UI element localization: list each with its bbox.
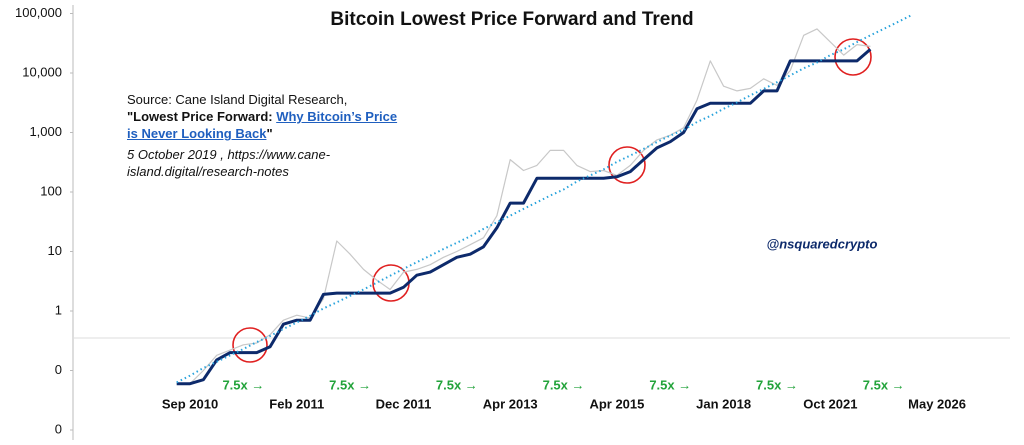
y-tick-label: 0 (55, 362, 62, 377)
source-quote: "Lowest Price Forward: (127, 109, 277, 124)
watermark: @nsquaredcrypto (767, 236, 878, 251)
interval-label: 7.5x → (543, 377, 585, 392)
source-url: island.digital/research-notes (127, 164, 289, 179)
x-tick-label: Dec 2011 (376, 396, 432, 411)
x-tick-label: Apr 2013 (483, 396, 538, 411)
chart-title: Bitcoin Lowest Price Forward and Trend (330, 9, 693, 30)
series-line (176, 48, 872, 386)
interval-label: 7.5x → (222, 377, 264, 392)
interval-label: 7.5x → (863, 377, 905, 392)
interval-label: 7.5x → (756, 377, 798, 392)
interval-label: 7.5x → (436, 377, 478, 392)
y-tick-label: 100,000 (15, 5, 62, 20)
highlight-circle (232, 327, 268, 363)
y-tick-label: 0 (55, 421, 62, 436)
y-tick-label: 1 (55, 302, 62, 317)
y-tick-label: 100 (40, 183, 62, 198)
source-quote: " (266, 126, 273, 141)
source-date: 5 October 2019 , https://www.cane- (127, 147, 331, 162)
x-tick-label: Jan 2018 (696, 396, 751, 411)
highlight-circles (232, 38, 872, 363)
highlight-circle (372, 264, 410, 302)
x-tick-label: Oct 2021 (803, 396, 857, 411)
y-tick-label: 10 (48, 243, 62, 258)
highlight-circle (834, 38, 872, 76)
source-line: Source: Cane Island Digital Research, (127, 92, 348, 107)
source-link[interactable]: Why Bitcoin’s Price (276, 109, 398, 124)
series-line (176, 28, 871, 385)
y-tick-label: 10,000 (22, 64, 62, 79)
source-link[interactable]: is Never Looking Back (127, 126, 267, 141)
interval-label: 7.5x → (329, 377, 371, 392)
y-tick-label: 1,000 (29, 124, 62, 139)
x-tick-label: Apr 2015 (589, 396, 644, 411)
x-tick-label: May 2026 (908, 396, 966, 411)
x-tick-label: Feb 2011 (269, 396, 324, 411)
source-note: Source: Cane Island Digital Research, "L… (127, 91, 397, 180)
interval-label: 7.5x → (649, 377, 691, 392)
series-line (176, 14, 911, 384)
x-tick-label: Sep 2010 (162, 396, 218, 411)
highlight-circle (608, 146, 646, 184)
